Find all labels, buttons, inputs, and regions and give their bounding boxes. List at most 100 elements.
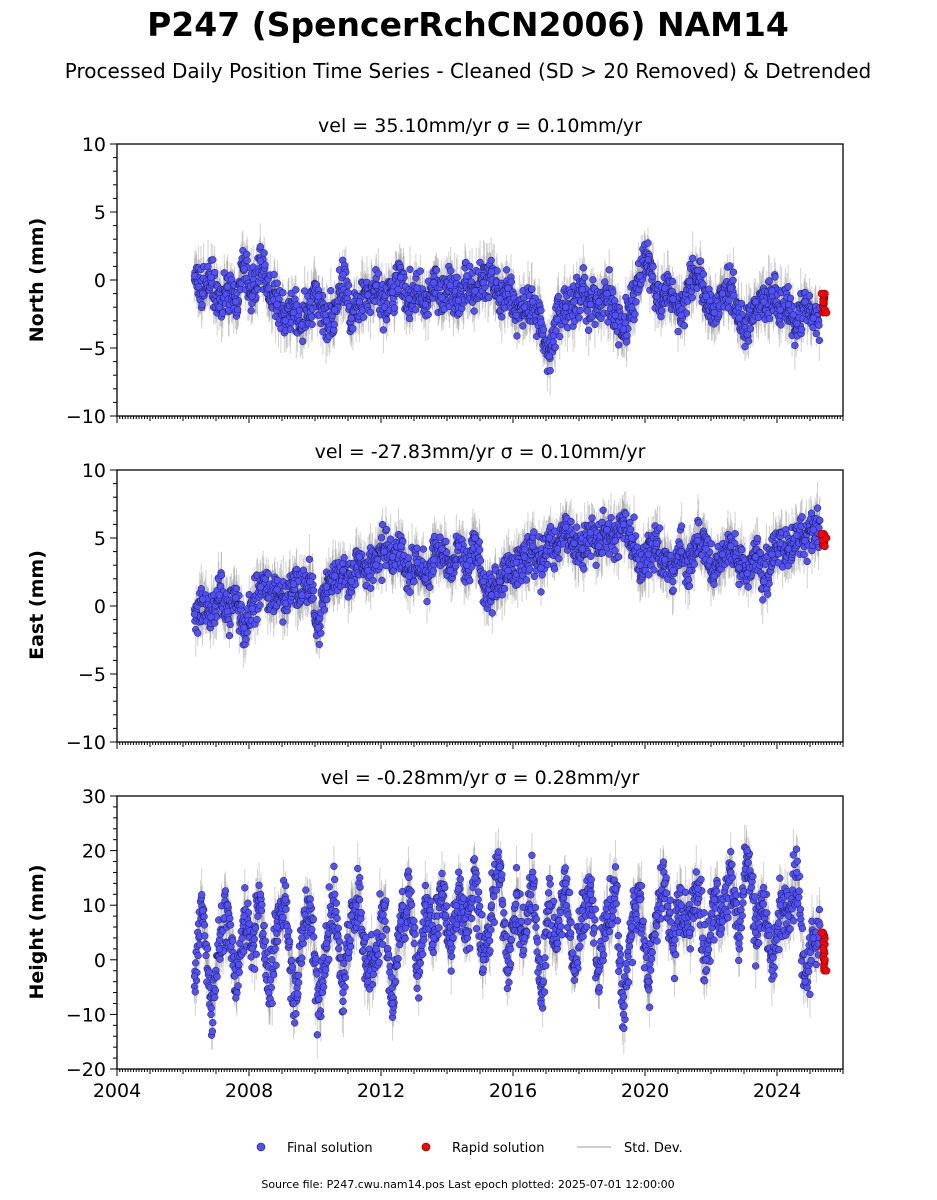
final-solution-point bbox=[652, 292, 661, 300]
final-solution-point bbox=[545, 352, 553, 360]
final-solution-point bbox=[270, 270, 278, 279]
final-solution-point bbox=[463, 272, 471, 280]
y-tick-label: −10 bbox=[66, 406, 106, 428]
final-solution-point bbox=[793, 319, 801, 328]
final-solution-point bbox=[243, 256, 251, 265]
final-solution-point bbox=[308, 320, 316, 329]
east-panel: vel = -27.83mm/yr σ = 0.10mm/yr East (mm… bbox=[26, 441, 844, 754]
final-solution-point bbox=[424, 310, 432, 319]
final-solution-point bbox=[595, 298, 603, 306]
final-solution-point bbox=[579, 264, 588, 272]
final-solution-point bbox=[729, 268, 738, 276]
final-solution-point bbox=[583, 307, 592, 315]
final-solution-point bbox=[421, 300, 430, 309]
final-solution-point bbox=[694, 266, 702, 275]
final-solution-point bbox=[390, 304, 399, 312]
final-solution-point bbox=[556, 332, 564, 341]
final-solution-point bbox=[529, 298, 537, 306]
final-solution-point bbox=[466, 262, 474, 270]
final-solution-point bbox=[247, 307, 255, 315]
final-solution-point bbox=[289, 308, 298, 317]
final-solution-point bbox=[622, 338, 631, 346]
final-solution-point bbox=[292, 286, 300, 294]
final-solution-point bbox=[677, 311, 685, 320]
final-solution-point bbox=[366, 308, 375, 317]
final-solution-point bbox=[215, 303, 223, 311]
final-solution-point bbox=[470, 307, 478, 315]
final-solution-point bbox=[232, 298, 240, 306]
final-solution-point bbox=[591, 320, 599, 329]
final-solution-point bbox=[669, 295, 677, 303]
final-solution-point bbox=[364, 291, 372, 299]
final-solution-point bbox=[413, 284, 421, 292]
final-solution-point bbox=[454, 296, 463, 305]
final-solution-point bbox=[809, 314, 817, 322]
final-solution-point bbox=[797, 325, 806, 334]
final-solution-point bbox=[519, 322, 527, 330]
final-solution-point bbox=[349, 325, 357, 333]
final-solution-point bbox=[575, 314, 583, 322]
figure-title: P247 (SpencerRchCN2006) NAM14 bbox=[147, 5, 789, 44]
final-solution-point bbox=[636, 272, 644, 280]
final-solution-point bbox=[438, 294, 446, 302]
final-solution-point bbox=[710, 308, 718, 317]
final-solution-point bbox=[411, 306, 420, 314]
final-solution-point bbox=[487, 268, 496, 276]
final-solution-point bbox=[726, 262, 734, 270]
final-solution-point bbox=[471, 287, 479, 295]
final-solution-point bbox=[446, 281, 454, 290]
final-solution-point bbox=[735, 314, 743, 322]
final-solution-point bbox=[702, 292, 710, 300]
final-solution-point bbox=[198, 301, 206, 309]
final-solution-point bbox=[674, 327, 682, 336]
final-solution-point bbox=[344, 281, 353, 289]
final-solution-point bbox=[562, 303, 570, 311]
final-solution-point bbox=[279, 289, 287, 297]
final-solution-point bbox=[771, 273, 779, 281]
final-solution-point bbox=[815, 336, 824, 345]
final-solution-point bbox=[223, 283, 232, 291]
final-solution-point bbox=[615, 341, 623, 349]
rapid-solution-point bbox=[819, 297, 828, 306]
final-solution-point bbox=[546, 366, 554, 375]
final-solution-point bbox=[765, 314, 774, 323]
final-solution-point bbox=[520, 303, 529, 311]
final-solution-point bbox=[374, 269, 382, 278]
final-solution-point bbox=[372, 281, 380, 290]
final-solution-point bbox=[553, 315, 562, 324]
final-solution-point bbox=[380, 303, 388, 311]
final-solution-point bbox=[743, 330, 751, 339]
final-solution-point bbox=[784, 300, 793, 309]
final-solution-point bbox=[240, 265, 248, 273]
final-solution-point bbox=[314, 292, 322, 300]
final-solution-point bbox=[539, 326, 548, 334]
final-solution-point bbox=[512, 311, 520, 320]
y-tick-label: −5 bbox=[78, 338, 106, 360]
final-solution-point bbox=[273, 300, 281, 309]
east-y-axis-label: East (mm) bbox=[26, 550, 48, 660]
final-solution-point bbox=[784, 283, 792, 291]
final-solution-point bbox=[416, 267, 424, 275]
final-solution-points bbox=[190, 239, 824, 375]
final-solution-point bbox=[578, 285, 586, 294]
final-solution-point bbox=[696, 257, 705, 265]
final-solution-point bbox=[589, 276, 597, 284]
final-solution-point bbox=[306, 298, 314, 306]
final-solution-point bbox=[190, 272, 199, 280]
final-solution-point bbox=[339, 270, 347, 279]
final-solution-point bbox=[619, 325, 628, 333]
y-tick-label: 5 bbox=[94, 202, 106, 224]
final-solution-point bbox=[405, 314, 414, 323]
final-solution-point bbox=[504, 284, 512, 292]
final-solution-point bbox=[580, 273, 589, 282]
final-solution-point bbox=[260, 249, 268, 257]
final-solution-point bbox=[243, 250, 251, 258]
north-y-axis-label: North (mm) bbox=[26, 218, 48, 343]
final-solution-point bbox=[479, 279, 487, 287]
final-solution-point bbox=[777, 321, 785, 329]
final-solution-point bbox=[265, 284, 273, 292]
final-solution-point bbox=[729, 276, 737, 284]
final-solution-point bbox=[570, 298, 578, 306]
final-solution-point bbox=[507, 278, 515, 286]
